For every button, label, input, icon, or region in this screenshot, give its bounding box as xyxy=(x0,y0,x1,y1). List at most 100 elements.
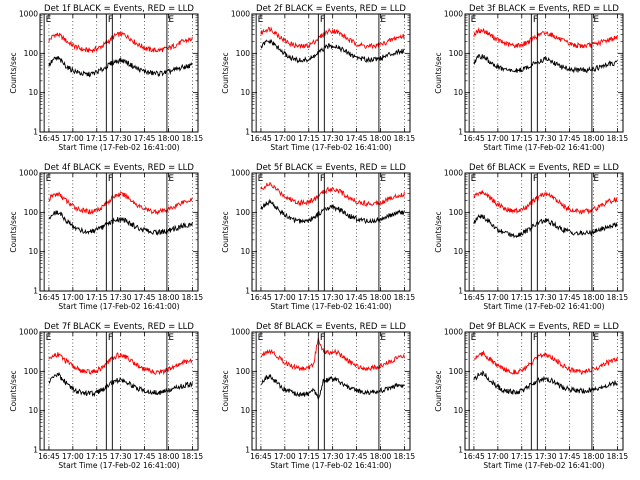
y-tick-label: 1 xyxy=(458,446,463,455)
x-tick-label: 18:15 xyxy=(394,293,416,302)
y-tick-label: 100 xyxy=(236,367,251,376)
y-axis-label: Counts/sec xyxy=(221,211,230,252)
series-black xyxy=(260,198,405,225)
marker-label: E xyxy=(46,174,52,184)
y-tick-label: 1000 xyxy=(231,169,250,178)
marker-label: E xyxy=(168,174,174,184)
x-tick-label: 17:15 xyxy=(511,134,533,143)
x-axis-label: Start Time (17-Feb-02 16:41:00) xyxy=(270,461,391,470)
plot-frame xyxy=(39,331,199,451)
y-tick-label: 1 xyxy=(245,287,250,296)
series-red xyxy=(473,190,618,215)
x-axis-label: Start Time (17-Feb-02 16:41:00) xyxy=(58,461,179,470)
x-tick-label: 17:30 xyxy=(110,452,132,461)
x-tick-label: 17:30 xyxy=(535,134,557,143)
x-tick-label: 16:45 xyxy=(463,293,485,302)
x-tick-label: 17:15 xyxy=(298,293,320,302)
x-tick-label: 17:00 xyxy=(487,134,509,143)
x-axis-label: Start Time (17-Feb-02 16:41:00) xyxy=(270,302,391,311)
x-tick-label: 18:00 xyxy=(370,293,392,302)
x-tick-label: 17:00 xyxy=(487,452,509,461)
x-tick-label: 17:15 xyxy=(86,134,108,143)
marker-label: E xyxy=(46,333,52,343)
y-tick-label: 1000 xyxy=(444,169,463,178)
marker-label: F xyxy=(108,333,113,343)
y-tick-label: 1 xyxy=(458,128,463,137)
marker-label: F xyxy=(320,15,325,25)
y-axis-label: Counts/sec xyxy=(9,52,18,93)
series-black xyxy=(48,371,193,398)
series-black xyxy=(473,54,618,74)
x-tick-label: 18:15 xyxy=(607,452,629,461)
series-black xyxy=(48,55,193,78)
x-tick-label: 17:45 xyxy=(559,293,581,302)
y-tick-label: 100 xyxy=(449,208,464,217)
x-axis-label: Start Time (17-Feb-02 16:41:00) xyxy=(58,143,179,152)
marker-label: E xyxy=(380,333,386,343)
series-red xyxy=(48,31,193,53)
series-red xyxy=(260,182,405,207)
marker-label: E xyxy=(593,174,599,184)
x-tick-label: 16:45 xyxy=(38,134,60,143)
series-red xyxy=(48,191,193,216)
y-axis-label: Counts/sec xyxy=(9,370,18,411)
x-tick-label: 18:00 xyxy=(583,452,605,461)
series-red xyxy=(473,349,618,375)
x-axis-label: Start Time (17-Feb-02 16:41:00) xyxy=(58,302,179,311)
plot-frame xyxy=(464,331,624,451)
y-tick-label: 10 xyxy=(453,406,463,415)
x-tick-label: 16:45 xyxy=(250,134,272,143)
y-tick-label: 1 xyxy=(245,128,250,137)
x-tick-label: 17:45 xyxy=(134,134,156,143)
x-tick-label: 17:15 xyxy=(298,134,320,143)
series-red xyxy=(48,352,193,376)
x-tick-label: 18:15 xyxy=(182,134,204,143)
y-tick-label: 100 xyxy=(24,208,39,217)
x-tick-label: 18:15 xyxy=(182,293,204,302)
marker-label: F xyxy=(533,333,538,343)
series-black xyxy=(473,214,618,239)
y-axis-label: Counts/sec xyxy=(9,211,18,252)
marker-label: E xyxy=(471,333,477,343)
x-tick-label: 18:00 xyxy=(583,134,605,143)
x-tick-label: 16:45 xyxy=(463,452,485,461)
marker-label: F xyxy=(108,174,113,184)
x-tick-label: 17:00 xyxy=(62,452,84,461)
x-tick-label: 18:15 xyxy=(607,293,629,302)
plot-frame xyxy=(251,331,411,451)
x-tick-label: 18:15 xyxy=(394,134,416,143)
marker-label: F xyxy=(533,174,538,184)
panel-title: Det 2f BLACK = Events, RED = LLD xyxy=(256,4,406,14)
panel-title: Det 6f BLACK = Events, RED = LLD xyxy=(469,163,619,173)
x-tick-label: 17:00 xyxy=(62,293,84,302)
x-tick-label: 17:15 xyxy=(86,293,108,302)
x-tick-label: 16:45 xyxy=(38,452,60,461)
panel-title: Det 9f BLACK = Events, RED = LLD xyxy=(469,322,619,332)
x-tick-label: 17:30 xyxy=(322,452,344,461)
y-tick-label: 1 xyxy=(458,287,463,296)
x-tick-label: 18:00 xyxy=(158,134,180,143)
series-red xyxy=(473,27,618,49)
x-axis-label: Start Time (17-Feb-02 16:41:00) xyxy=(270,143,391,152)
y-tick-label: 10 xyxy=(240,88,250,97)
y-axis-label: Counts/sec xyxy=(434,370,443,411)
y-axis-label: Counts/sec xyxy=(434,52,443,93)
x-tick-label: 16:45 xyxy=(38,293,60,302)
x-tick-label: 17:45 xyxy=(346,134,368,143)
panel-title: Det 3f BLACK = Events, RED = LLD xyxy=(469,4,619,14)
y-tick-label: 1000 xyxy=(19,328,38,337)
marker-label: F xyxy=(108,15,113,25)
x-axis-label: Start Time (17-Feb-02 16:41:00) xyxy=(483,143,604,152)
marker-label: E xyxy=(593,15,599,25)
x-axis-label: Start Time (17-Feb-02 16:41:00) xyxy=(483,461,604,470)
y-axis-label: Counts/sec xyxy=(221,52,230,93)
x-tick-label: 17:45 xyxy=(134,452,156,461)
y-tick-label: 1000 xyxy=(231,10,250,19)
marker-label: E xyxy=(471,15,477,25)
